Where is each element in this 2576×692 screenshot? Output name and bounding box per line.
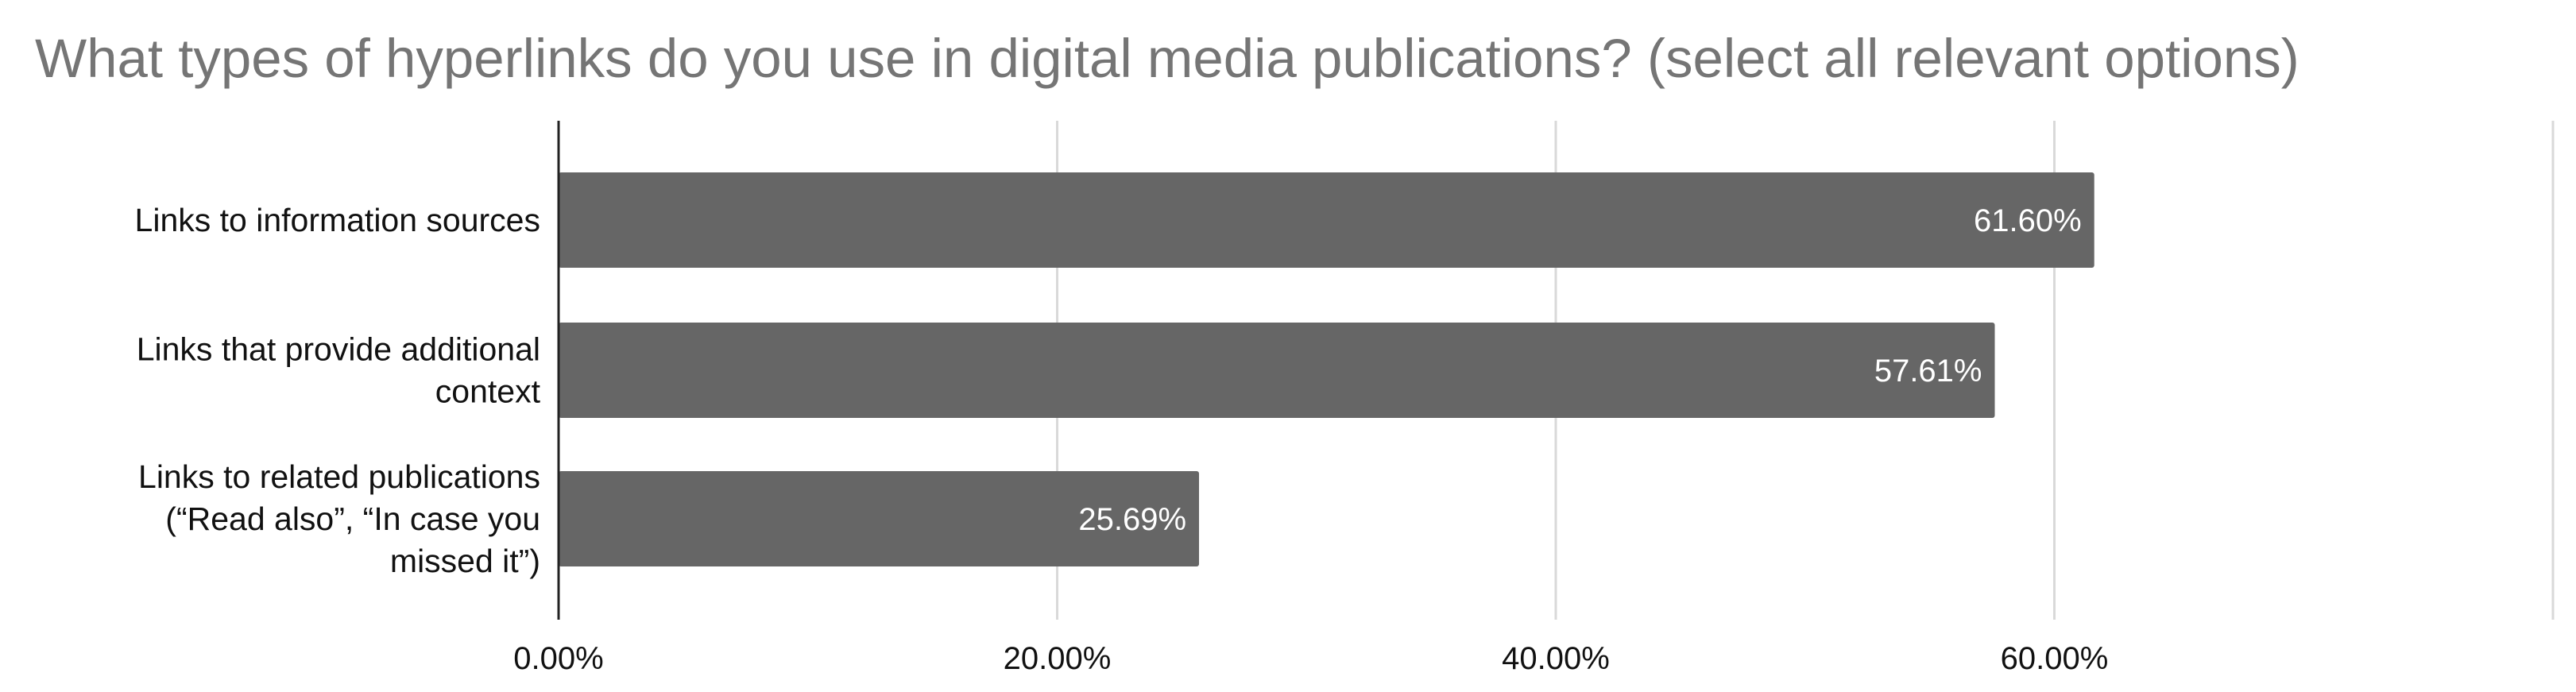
category-label: Links to information sources — [135, 202, 540, 238]
x-tick-label: 20.00% — [1004, 641, 1112, 676]
chart-title: What types of hyperlinks do you use in d… — [35, 28, 2299, 89]
category-label: Links that provide additional context — [137, 331, 541, 410]
bar — [559, 172, 2094, 268]
x-tick-label: 60.00% — [2001, 641, 2109, 676]
bar — [559, 323, 1995, 418]
category-label-line: missed it”) — [390, 543, 540, 579]
category-label-line: (“Read also”, “In case you — [165, 501, 540, 537]
category-label: Links to related publications (“Read also… — [138, 458, 540, 579]
x-tick-label: 40.00% — [1502, 641, 1610, 676]
category-label-line: Links that provide additional — [137, 331, 540, 368]
category-label-line: context — [435, 373, 541, 410]
x-tick-label: 0.00% — [513, 641, 603, 676]
bars — [559, 172, 2094, 566]
category-label-line: Links to related publications — [138, 458, 540, 495]
bar — [559, 471, 1200, 566]
bar-data-label: 25.69% — [1078, 502, 1186, 537]
bar-data-label: 61.60% — [1974, 203, 2082, 238]
category-label-line: Links to information sources — [135, 202, 540, 238]
bar-data-label: 57.61% — [1874, 354, 1982, 389]
labels: 0.00% 20.00% 40.00% 60.00% 61.60% Links to in… — [135, 202, 2109, 676]
